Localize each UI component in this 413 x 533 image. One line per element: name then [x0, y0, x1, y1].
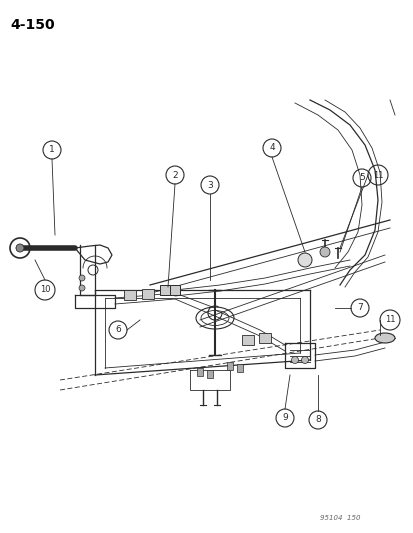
- Text: 8: 8: [314, 416, 320, 424]
- Text: 4-150: 4-150: [10, 18, 55, 32]
- FancyBboxPatch shape: [124, 290, 136, 300]
- FancyBboxPatch shape: [159, 285, 170, 295]
- Text: 95104  150: 95104 150: [319, 515, 359, 521]
- Text: 2: 2: [172, 171, 177, 180]
- FancyBboxPatch shape: [242, 335, 254, 345]
- FancyBboxPatch shape: [259, 333, 271, 343]
- Circle shape: [301, 357, 308, 364]
- Text: 6: 6: [115, 326, 121, 335]
- Circle shape: [297, 253, 311, 267]
- Text: 11: 11: [384, 316, 394, 325]
- Text: 11: 11: [372, 171, 382, 180]
- Text: 9: 9: [281, 414, 287, 423]
- Text: 4: 4: [268, 143, 274, 152]
- Text: 3: 3: [206, 181, 212, 190]
- Circle shape: [16, 244, 24, 252]
- Circle shape: [79, 275, 85, 281]
- Text: 7: 7: [356, 303, 362, 312]
- Text: 5: 5: [358, 174, 364, 182]
- FancyBboxPatch shape: [206, 370, 212, 378]
- FancyBboxPatch shape: [236, 364, 242, 372]
- FancyBboxPatch shape: [197, 368, 202, 376]
- FancyBboxPatch shape: [170, 285, 180, 295]
- Circle shape: [291, 357, 298, 364]
- FancyBboxPatch shape: [226, 362, 233, 370]
- FancyBboxPatch shape: [142, 289, 154, 299]
- Ellipse shape: [374, 333, 394, 343]
- Circle shape: [79, 285, 85, 291]
- Text: 1: 1: [49, 146, 55, 155]
- Circle shape: [319, 247, 329, 257]
- Text: 10: 10: [40, 286, 50, 295]
